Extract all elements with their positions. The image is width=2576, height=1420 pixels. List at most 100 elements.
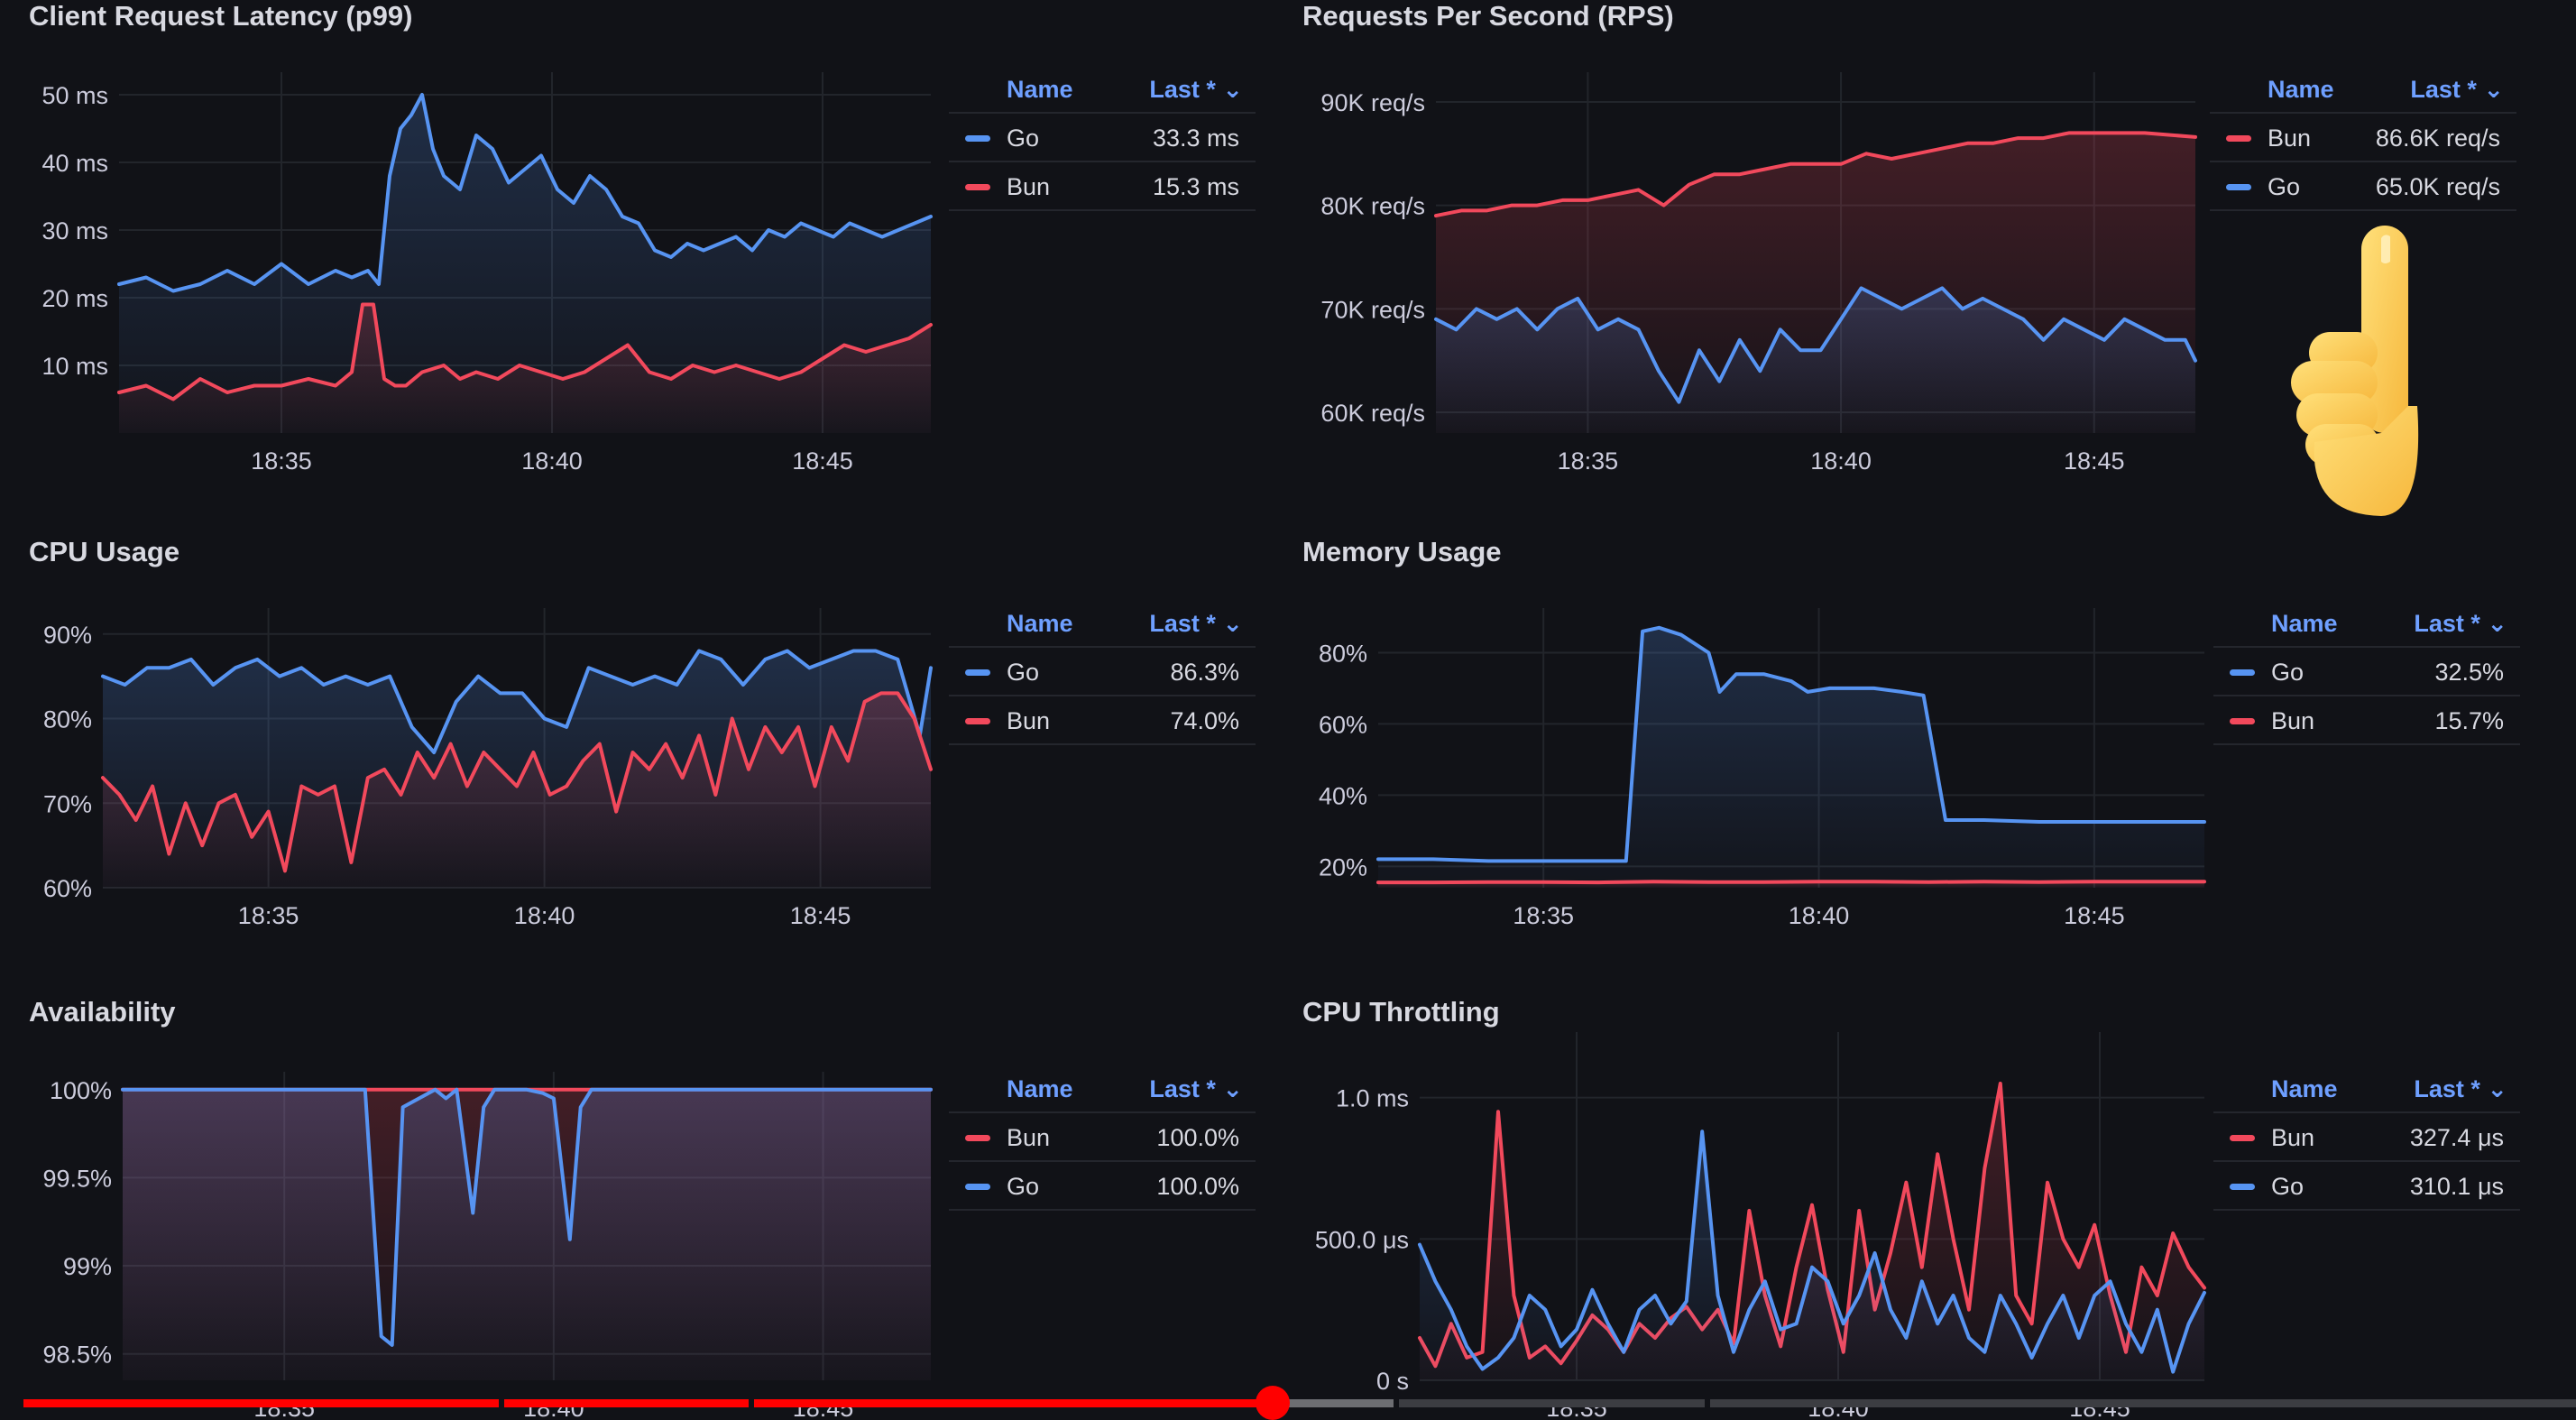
legend-name-column[interactable]: Name [1007,1075,1073,1102]
x-tick-label: 18:35 [238,902,299,929]
series-line-go[interactable] [121,1087,933,1347]
chapter-divider [749,1399,754,1407]
y-tick-label: 80% [43,706,92,733]
legend-item-bun[interactable]: Bun 327.4 μs [2213,1113,2520,1162]
y-tick-label: 80% [1319,640,1367,667]
panel-title[interactable]: CPU Usage [29,536,180,567]
y-tick-label: 70K req/s [1320,296,1425,323]
legend-cpu: Name Last * ⌄ Go 86.3% Bun 74.0% [949,601,1256,745]
y-tick-label: 80K req/s [1320,193,1425,220]
legend-item-go[interactable]: Go 310.1 μs [2213,1162,2520,1211]
legend-series-name: Bun [2271,1124,2315,1151]
series-area-bun [103,693,931,888]
legend-series-name: Go [1007,659,1040,686]
x-tick-label: 18:40 [1810,447,1872,475]
legend-last-value: 33.3 ms [1152,124,1239,152]
x-tick-label: 18:45 [2064,447,2125,475]
x-tick-label: 18:35 [1513,902,1574,929]
legend-last-value: 327.4 μs [2409,1124,2504,1151]
series-area-go [119,95,931,433]
legend-name-column[interactable]: Name [2271,610,2338,637]
panel-title[interactable]: Memory Usage [1302,536,1502,567]
x-tick-label: 18:45 [790,902,851,929]
legend-last-column-sort[interactable]: Last * ⌄ [2414,610,2507,637]
video-played-bar [23,1399,1274,1407]
legend-series-name: Bun [2268,124,2312,152]
legend-series-name: Bun [1007,707,1051,734]
y-tick-label: 40% [1319,782,1367,809]
series-color-swatch [965,669,990,676]
panel-title[interactable]: Availability [29,996,176,1028]
y-tick-label: 40 ms [41,150,108,177]
legend-last-column-sort[interactable]: Last * ⌄ [1149,76,1243,103]
legend-last-column-sort[interactable]: Last * ⌄ [2414,1075,2507,1102]
legend-rps: Name Last * ⌄ Bun 86.6K req/s Go 65.0K req/s [2210,67,2516,211]
series-line-go[interactable] [1418,1130,2206,1374]
panel-title[interactable]: Client Request Latency (p99) [29,0,413,32]
x-tick-label: 18:35 [1558,447,1619,475]
legend-name-column[interactable]: Name [2268,76,2334,103]
legend-item-go[interactable]: Go 65.0K req/s [2210,162,2516,211]
legend-last-value: 100.0% [1156,1173,1239,1200]
chart-rps[interactable]: 90K req/s 80K req/s 70K req/s 60K req/s 18:3… [1302,0,2197,496]
legend-item-go[interactable]: Go 100.0% [949,1162,1256,1211]
legend-item-bun[interactable]: Bun 15.3 ms [949,162,1256,211]
series-line-bun[interactable] [101,691,933,873]
y-tick-label: 10 ms [41,353,108,380]
x-tick-label: 18:45 [2064,902,2125,929]
chart-latency[interactable]: 50 ms 40 ms 30 ms 20 ms 10 ms 18:35 18:40 18:45 [29,0,933,496]
legend-cpu-throttling: Name Last * ⌄ Bun 327.4 μs Go 310.1 μs [2213,1066,2520,1211]
chart-availability[interactable]: 100%99.5%99%98.5%18:35 18:40 18:45 [29,996,933,1420]
legend-item-bun[interactable]: Bun 74.0% [949,696,1256,745]
video-scrubber-handle[interactable] [1256,1386,1290,1420]
y-tick-label: 20% [1319,853,1367,881]
chapter-divider [499,1399,504,1407]
y-tick-label: 99.5% [42,1165,112,1192]
legend-name-column[interactable]: Name [1007,610,1073,637]
legend-last-column-sort[interactable]: Last * ⌄ [1149,610,1243,637]
legend-last-value: 310.1 μs [2409,1173,2504,1200]
chart-memory[interactable]: 80% 60% 40% 20% 18:35 18:40 18:45 [1302,536,2206,960]
legend-item-go[interactable]: Go 32.5% [2213,648,2520,696]
panel-title[interactable]: CPU Throttling [1302,996,1500,1028]
series-line-go[interactable] [1376,625,2206,863]
series-line-go[interactable] [1434,286,2197,404]
legend-item-go[interactable]: Go 86.3% [949,648,1256,696]
panel-title[interactable]: Requests Per Second (RPS) [1302,0,1674,32]
series-color-swatch [2226,184,2251,190]
series-area-go [123,1089,931,1380]
legend-last-value: 74.0% [1170,707,1239,734]
legend-item-go[interactable]: Go 33.3 ms [949,114,1256,162]
legend-item-bun[interactable]: Bun 86.6K req/s [2210,114,2516,162]
x-tick-label: 18:40 [1789,902,1850,929]
series-line-go[interactable] [117,93,933,293]
legend-last-column-sort[interactable]: Last * ⌄ [1149,1075,1243,1102]
legend-last-column-sort[interactable]: Last * ⌄ [2410,76,2504,103]
legend-header: Name Last * ⌄ [949,1066,1256,1113]
y-tick-label: 60% [1319,711,1367,738]
legend-item-bun[interactable]: Bun 100.0% [949,1113,1256,1162]
y-tick-label: 0 s [1376,1368,1409,1395]
series-line-go[interactable] [101,649,933,754]
legend-last-value: 32.5% [2434,659,2504,686]
x-tick-label: 18:40 [521,447,583,475]
chart-cpu[interactable]: 90% 80% 70% 60% 18:35 18:40 18:45 [29,536,933,960]
legend-last-value: 86.6K req/s [2375,124,2500,152]
chapter-divider [1394,1399,1399,1407]
legend-name-column[interactable]: Name [1007,76,1073,103]
series-line-bun[interactable] [1376,880,2206,885]
series-color-swatch [965,184,990,190]
legend-name-column[interactable]: Name [2271,1075,2338,1102]
legend-series-name: Go [1007,124,1040,152]
legend-header: Name Last * ⌄ [2213,601,2520,648]
x-tick-label: 18:35 [251,447,312,475]
series-line-bun[interactable] [1434,131,2197,218]
series-color-swatch [2230,718,2255,724]
legend-item-bun[interactable]: Bun 15.7% [2213,696,2520,745]
y-tick-label: 50 ms [41,82,108,109]
legend-last-value: 65.0K req/s [2375,173,2500,200]
series-color-swatch [965,1135,990,1141]
series-line-bun[interactable] [117,302,933,401]
legend-header: Name Last * ⌄ [2213,1066,2520,1113]
